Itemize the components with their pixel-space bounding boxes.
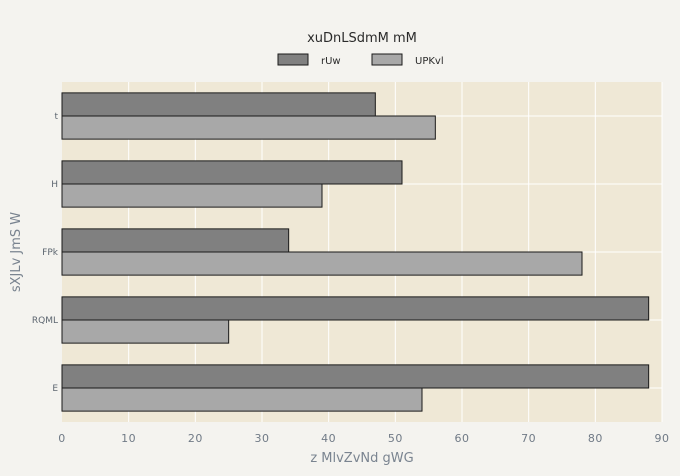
bar-rUw-E: [61, 364, 650, 389]
y-axis-ticks: t H FPk RQML E: [32, 112, 59, 394]
legend: rUw UPKvl: [277, 53, 444, 67]
bar-UPKvl-E: [61, 387, 423, 412]
bar-UPKvl-t: [61, 115, 436, 140]
bar-rUw-FPk: [61, 228, 290, 253]
bar-UPKvl-FPk: [61, 251, 583, 276]
bar-rUw-H: [61, 160, 403, 185]
y-tick-label: t: [54, 112, 58, 122]
y-tick-label: RQML: [32, 316, 58, 326]
bar-UPKvl-H: [61, 183, 323, 208]
legend-swatch-UPKvl: [371, 53, 403, 66]
bars: [61, 92, 650, 412]
y-axis-label: sXJLv JmS W: [9, 212, 24, 292]
x-tick-label: 70: [521, 432, 536, 445]
y-tick-label: E: [52, 384, 58, 394]
x-tick-label: 60: [455, 432, 470, 445]
x-axis-ticks: 0 10 20 30 40 50 60 70 80 90: [58, 432, 669, 445]
x-tick-label: 40: [321, 432, 336, 445]
legend-label-UPKvl: UPKvl: [415, 56, 444, 67]
y-tick-label: H: [51, 180, 58, 190]
bar-rUw-RQML: [61, 296, 650, 321]
x-tick-label: 20: [188, 432, 203, 445]
bar-UPKvl-RQML: [61, 319, 230, 344]
chart-title: xuDnLSdmM mM: [307, 31, 417, 46]
x-axis-label: z MlvZvNd gWG: [310, 451, 413, 466]
legend-label-rUw: rUw: [321, 56, 341, 67]
x-tick-label: 50: [388, 432, 403, 445]
x-tick-label: 90: [655, 432, 670, 445]
x-tick-label: 10: [121, 432, 136, 445]
x-tick-label: 30: [255, 432, 270, 445]
x-tick-label: 80: [588, 432, 603, 445]
legend-swatch-rUw: [277, 53, 309, 66]
bar-rUw-t: [61, 92, 376, 117]
y-tick-label: FPk: [42, 248, 59, 258]
x-tick-label: 0: [58, 432, 66, 445]
